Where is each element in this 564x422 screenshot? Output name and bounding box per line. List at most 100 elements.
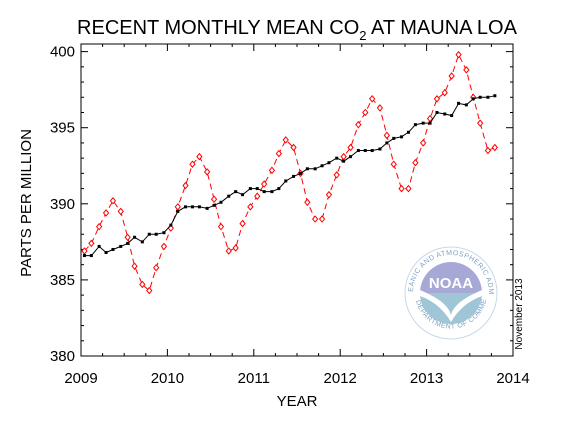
data-point xyxy=(139,280,146,289)
data-point xyxy=(400,135,404,139)
data-point xyxy=(95,222,103,231)
data-point xyxy=(405,184,412,193)
data-point xyxy=(464,103,468,107)
y-axis-label: PARTS PER MILLION xyxy=(18,129,35,277)
data-point xyxy=(304,198,311,207)
data-point xyxy=(190,205,194,209)
data-point xyxy=(88,239,95,248)
data-point xyxy=(197,205,201,209)
data-point xyxy=(356,149,360,153)
data-point xyxy=(342,159,346,163)
data-point xyxy=(203,168,211,176)
data-point xyxy=(369,95,376,103)
data-point xyxy=(450,114,454,118)
data-point xyxy=(227,194,231,198)
data-point xyxy=(219,200,223,204)
data-point xyxy=(174,203,181,211)
data-point xyxy=(421,121,425,125)
data-point xyxy=(313,167,317,171)
noaa-logo-text: NOAA xyxy=(429,275,473,292)
data-point xyxy=(117,207,124,216)
data-point xyxy=(153,263,160,272)
data-point xyxy=(406,130,410,134)
data-point xyxy=(320,164,324,168)
data-point xyxy=(104,251,108,255)
data-point xyxy=(477,119,484,127)
data-point xyxy=(484,146,492,155)
chart-title: RECENT MONTHLY MEAN CO2 AT MAUNA LOA xyxy=(77,17,518,43)
data-point xyxy=(347,143,354,152)
data-point xyxy=(182,181,189,190)
data-point xyxy=(363,149,367,153)
data-point xyxy=(82,254,86,258)
data-point xyxy=(463,66,470,74)
data-point xyxy=(225,247,232,255)
y-tick-label: 395 xyxy=(50,120,75,137)
data-point xyxy=(277,187,281,191)
data-point xyxy=(111,247,115,251)
data-point xyxy=(392,136,396,140)
x-tick-label: 2009 xyxy=(64,370,97,387)
data-point xyxy=(443,112,447,116)
data-point xyxy=(383,131,391,140)
data-point xyxy=(290,143,297,152)
data-point xyxy=(426,114,434,123)
data-point xyxy=(97,244,101,248)
data-point xyxy=(340,152,347,161)
data-point xyxy=(378,147,382,151)
data-point xyxy=(333,171,340,179)
data-point xyxy=(282,136,289,144)
data-point xyxy=(362,108,369,117)
axes: 380 385 390 395 400 2009 2010 2011 2012 2013 2014 xyxy=(50,43,530,387)
data-point xyxy=(254,192,261,200)
chart-title-suffix: AT MAUNA LOA xyxy=(367,17,518,39)
data-point xyxy=(413,123,417,127)
data-point xyxy=(160,242,168,251)
data-point xyxy=(248,187,252,191)
data-point xyxy=(349,155,353,159)
data-point xyxy=(162,231,166,235)
data-point xyxy=(189,160,196,169)
data-point xyxy=(196,152,203,161)
data-point xyxy=(131,262,138,270)
data-point xyxy=(428,121,432,125)
x-tick-label: 2013 xyxy=(410,370,443,387)
y-tick-label: 380 xyxy=(50,348,75,365)
data-point xyxy=(89,254,93,258)
data-point xyxy=(241,193,245,197)
data-point xyxy=(398,184,405,193)
data-point xyxy=(212,203,216,207)
data-point xyxy=(486,95,490,99)
data-point xyxy=(217,222,225,231)
data-point xyxy=(370,149,374,153)
data-point xyxy=(478,95,482,99)
data-point xyxy=(284,179,288,183)
data-point xyxy=(239,219,246,228)
data-point xyxy=(154,232,158,236)
data-point xyxy=(455,50,462,59)
data-point xyxy=(234,190,238,194)
data-point xyxy=(327,161,331,165)
data-point xyxy=(298,171,302,175)
data-point xyxy=(268,166,276,175)
data-point xyxy=(318,215,326,223)
data-point xyxy=(385,141,389,145)
data-point xyxy=(124,233,131,242)
data-point xyxy=(247,203,254,211)
data-point xyxy=(376,104,384,112)
x-tick-label: 2010 xyxy=(151,370,184,387)
series-line xyxy=(84,53,496,292)
data-point xyxy=(109,196,117,205)
series-1 xyxy=(82,94,497,258)
data-point xyxy=(210,195,218,204)
data-point xyxy=(133,235,137,239)
data-point xyxy=(140,240,144,244)
data-point xyxy=(311,215,319,223)
x-axis-label: YEAR xyxy=(277,393,318,410)
data-point xyxy=(433,95,441,103)
data-point xyxy=(184,205,188,209)
series-line xyxy=(84,95,496,257)
date-note: November 2013 xyxy=(514,278,525,350)
data-point xyxy=(305,167,309,171)
